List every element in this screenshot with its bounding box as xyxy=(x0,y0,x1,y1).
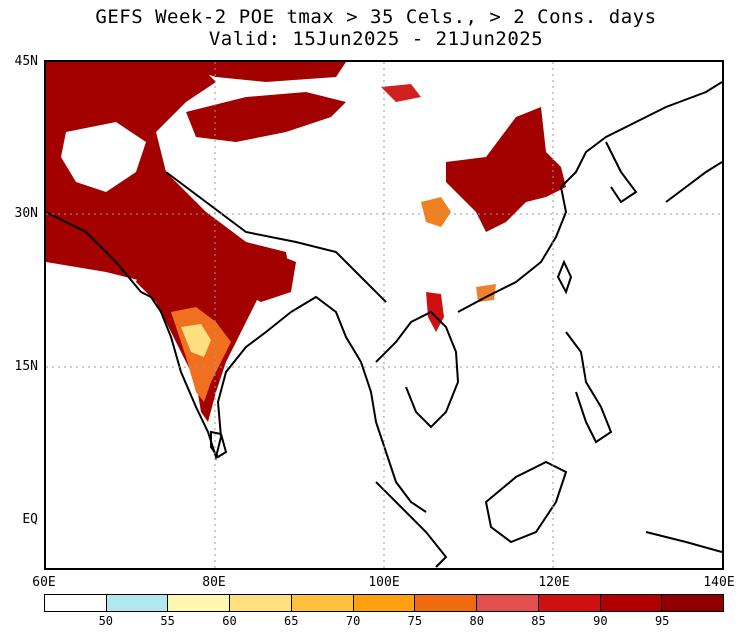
colorbar-tick-label: 60 xyxy=(222,614,237,628)
field-india xyxy=(136,212,291,422)
border-india-china xyxy=(165,171,387,303)
field-tarim xyxy=(186,92,346,142)
lon-label-120e: 120E xyxy=(538,575,570,590)
coastlines xyxy=(46,81,722,568)
field-west-asia-gap xyxy=(61,122,146,192)
field-kazakh-small xyxy=(381,84,421,102)
colorbar-bin xyxy=(538,595,601,611)
colorbar-bin xyxy=(291,595,354,611)
colorbar xyxy=(44,594,724,612)
lat-label-eq: EQ xyxy=(22,512,38,527)
colorbar-tick-label: 80 xyxy=(469,614,484,628)
coast-newguinea xyxy=(645,531,722,553)
lon-label-140e: 140E xyxy=(703,575,735,590)
colorbar-bin xyxy=(106,595,169,611)
coast-korea xyxy=(605,141,638,204)
lon-label-60e: 60E xyxy=(32,575,56,590)
colorbar-tick-label: 65 xyxy=(284,614,299,628)
field-north-vietnam xyxy=(426,292,444,332)
colorbar-bin xyxy=(230,595,292,611)
colorbar-bin xyxy=(662,595,724,611)
coast-indochina xyxy=(375,310,460,429)
map-plot-area xyxy=(44,60,724,570)
colorbar-bin xyxy=(415,595,478,611)
lat-label-30n: 30N xyxy=(14,206,38,221)
colorbar-bin xyxy=(45,595,107,611)
colorbar-bin xyxy=(600,595,663,611)
map-title: GEFS Week-2 POE tmax > 35 Cels., > 2 Con… xyxy=(95,6,657,28)
colorbar-bin xyxy=(477,595,539,611)
lat-label-45n: 45N xyxy=(14,54,38,69)
coast-borneo xyxy=(484,460,568,544)
coast-sri-lanka xyxy=(210,430,228,459)
field-china-south xyxy=(476,284,496,302)
field-mongolia-patches xyxy=(166,62,346,82)
field-north-china-orange xyxy=(421,197,451,227)
colorbar-tick-label: 55 xyxy=(160,614,175,628)
colorbar-tick-label: 50 xyxy=(98,614,114,628)
coast-philippines xyxy=(565,331,613,444)
coast-japan xyxy=(665,161,722,203)
colorbar-tick-label: 85 xyxy=(531,614,546,628)
coast-sumatra xyxy=(375,481,448,568)
coast-india-west xyxy=(150,296,292,461)
colorbar-tick-label: 70 xyxy=(345,614,361,628)
field-north-china xyxy=(446,107,566,232)
colorbar-bin xyxy=(353,595,416,611)
coast-bay-bengal xyxy=(290,295,427,513)
coast-arabia-iran xyxy=(46,211,152,298)
lon-label-80e: 80E xyxy=(202,575,226,590)
lat-lon-grid xyxy=(46,62,722,568)
coast-china-east xyxy=(457,81,722,313)
coast-taiwan xyxy=(556,259,573,295)
map-svg xyxy=(46,62,722,568)
colorbar-bin xyxy=(168,595,231,611)
colorbar-tick-label: 90 xyxy=(593,614,608,628)
lat-label-15n: 15N xyxy=(14,359,38,374)
probability-fields xyxy=(46,62,566,422)
colorbar-tick-label: 95 xyxy=(654,614,670,628)
lon-label-100e: 100E xyxy=(368,575,400,590)
colorbar-tick-label: 75 xyxy=(407,614,423,628)
field-india-yellow xyxy=(181,324,211,357)
valid-date-range: Valid: 15Jun2025 - 21Jun2025 xyxy=(208,28,544,50)
